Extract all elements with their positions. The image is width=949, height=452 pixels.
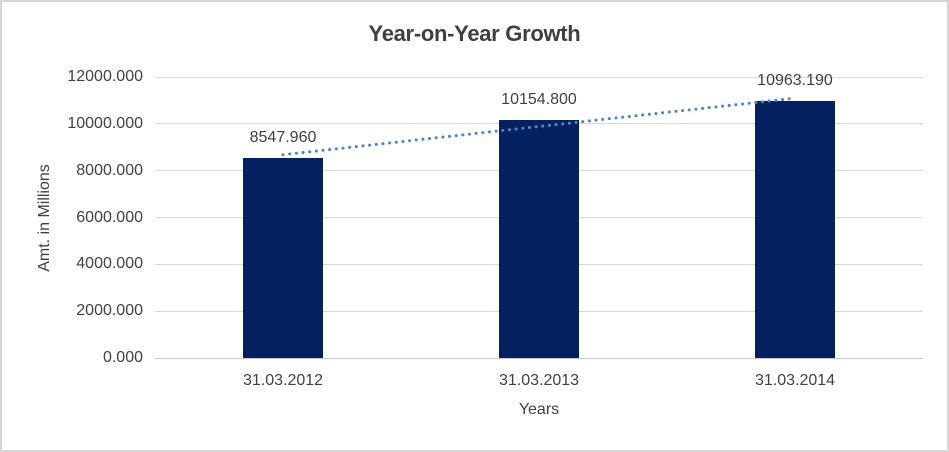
bar-data-label: 10963.190 bbox=[757, 72, 833, 90]
x-tick-label: 31.03.2014 bbox=[754, 372, 836, 389]
bar-31.03.2012 bbox=[243, 157, 323, 358]
chart-title: Year-on-Year Growth bbox=[368, 21, 581, 46]
y-tick-label: 6000.000 bbox=[76, 208, 143, 226]
y-tick-label: 0.000 bbox=[102, 349, 143, 366]
x-axis-line bbox=[155, 357, 923, 359]
y-tick-label: 4000.000 bbox=[76, 255, 143, 273]
gridline bbox=[155, 76, 923, 78]
y-tick-label: 8000.000 bbox=[76, 161, 143, 179]
x-tick-label: 31.03.2012 bbox=[242, 372, 324, 389]
bar-31.03.2013 bbox=[499, 120, 579, 358]
bar-data-label: 8547.960 bbox=[249, 128, 317, 146]
y-tick-label: 10000.000 bbox=[67, 114, 143, 132]
x-axis-title: Years bbox=[518, 401, 560, 418]
x-tick-label: 31.03.2013 bbox=[498, 372, 580, 389]
y-tick-label: 12000.000 bbox=[67, 68, 143, 85]
bar-data-label: 10154.800 bbox=[501, 91, 577, 109]
bar-31.03.2014 bbox=[755, 101, 835, 358]
y-tick-label: 2000.000 bbox=[76, 302, 143, 320]
